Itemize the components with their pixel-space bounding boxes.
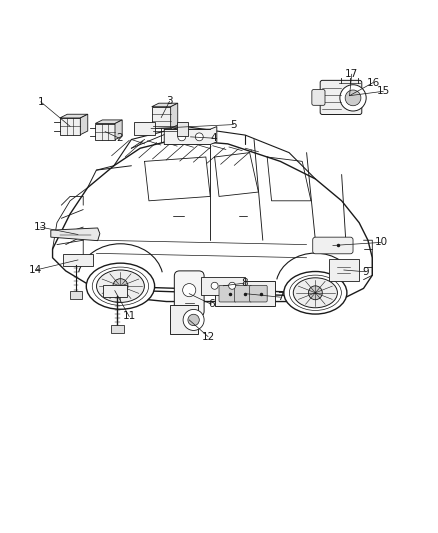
Circle shape xyxy=(345,90,361,106)
FancyBboxPatch shape xyxy=(103,285,127,297)
Text: 16: 16 xyxy=(367,77,380,87)
Polygon shape xyxy=(115,120,122,140)
Text: 15: 15 xyxy=(377,86,390,96)
Polygon shape xyxy=(51,228,100,241)
Circle shape xyxy=(178,133,186,141)
FancyBboxPatch shape xyxy=(219,285,237,302)
Ellipse shape xyxy=(96,270,145,302)
Text: 3: 3 xyxy=(166,96,173,107)
FancyBboxPatch shape xyxy=(70,291,82,299)
Text: 10: 10 xyxy=(374,237,388,247)
FancyBboxPatch shape xyxy=(111,325,124,333)
Polygon shape xyxy=(60,114,88,118)
Polygon shape xyxy=(152,103,178,107)
Ellipse shape xyxy=(86,263,155,309)
Text: 1: 1 xyxy=(37,97,44,107)
Text: 12: 12 xyxy=(201,332,215,342)
FancyBboxPatch shape xyxy=(170,305,198,334)
Circle shape xyxy=(183,284,196,297)
Text: 8: 8 xyxy=(241,278,248,288)
Circle shape xyxy=(113,279,128,294)
Ellipse shape xyxy=(284,271,347,314)
Text: 13: 13 xyxy=(34,222,47,232)
Text: 5: 5 xyxy=(230,119,237,130)
Polygon shape xyxy=(60,118,80,135)
Text: 17: 17 xyxy=(345,69,358,79)
FancyBboxPatch shape xyxy=(201,277,245,295)
Text: 7: 7 xyxy=(277,292,284,302)
Text: 4: 4 xyxy=(210,133,217,143)
Polygon shape xyxy=(80,114,88,135)
Polygon shape xyxy=(164,126,217,144)
FancyBboxPatch shape xyxy=(320,80,362,115)
FancyBboxPatch shape xyxy=(329,260,359,280)
Circle shape xyxy=(340,85,366,111)
Polygon shape xyxy=(171,103,178,128)
FancyBboxPatch shape xyxy=(177,122,188,135)
Circle shape xyxy=(229,282,236,289)
Circle shape xyxy=(211,282,218,289)
Text: 9: 9 xyxy=(362,266,369,277)
Circle shape xyxy=(183,310,204,330)
Circle shape xyxy=(308,286,322,300)
FancyBboxPatch shape xyxy=(234,285,252,302)
FancyBboxPatch shape xyxy=(174,271,204,317)
FancyBboxPatch shape xyxy=(312,90,325,106)
Polygon shape xyxy=(95,124,115,140)
FancyBboxPatch shape xyxy=(63,254,93,266)
Circle shape xyxy=(188,314,199,326)
Text: 14: 14 xyxy=(29,265,42,275)
Text: 6: 6 xyxy=(208,299,215,309)
Text: 11: 11 xyxy=(123,311,136,321)
FancyBboxPatch shape xyxy=(313,237,353,254)
FancyBboxPatch shape xyxy=(134,122,155,135)
Polygon shape xyxy=(152,107,171,128)
Polygon shape xyxy=(95,120,122,124)
Text: 2: 2 xyxy=(116,133,123,143)
FancyBboxPatch shape xyxy=(215,281,275,306)
Ellipse shape xyxy=(293,278,337,308)
FancyBboxPatch shape xyxy=(250,285,267,302)
Circle shape xyxy=(195,133,203,141)
